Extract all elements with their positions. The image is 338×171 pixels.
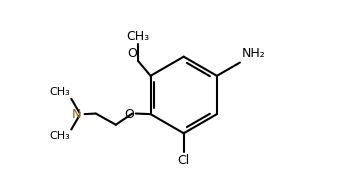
Text: CH₃: CH₃ — [49, 87, 70, 97]
Text: CH₃: CH₃ — [49, 131, 70, 141]
Text: N: N — [72, 108, 81, 121]
Text: O: O — [127, 47, 137, 60]
Text: CH₃: CH₃ — [127, 30, 150, 43]
Text: O: O — [124, 108, 134, 121]
Text: NH₂: NH₂ — [242, 47, 266, 60]
Text: Cl: Cl — [177, 154, 190, 167]
